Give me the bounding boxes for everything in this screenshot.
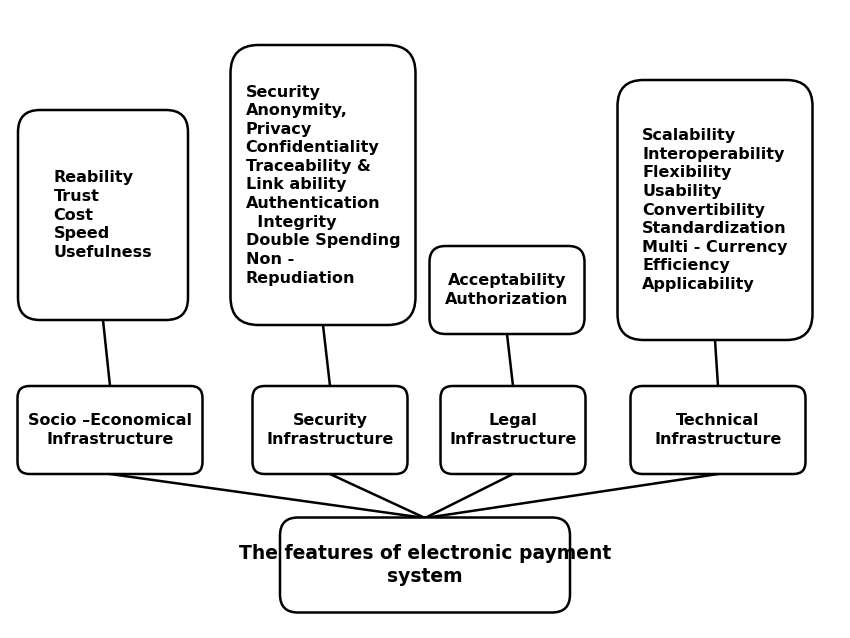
Text: Legal
Infrastructure: Legal Infrastructure: [450, 413, 576, 447]
Text: The features of electronic payment
system: The features of electronic payment syste…: [239, 544, 611, 586]
Text: Scalability
Interoperability
Flexibility
Usability
Convertibility
Standardizatio: Scalability Interoperability Flexibility…: [643, 128, 788, 292]
FancyBboxPatch shape: [617, 80, 813, 340]
FancyBboxPatch shape: [280, 517, 570, 612]
FancyBboxPatch shape: [440, 386, 586, 474]
FancyBboxPatch shape: [631, 386, 806, 474]
FancyBboxPatch shape: [252, 386, 407, 474]
FancyBboxPatch shape: [230, 45, 416, 325]
Text: Socio –Economical
Infrastructure: Socio –Economical Infrastructure: [28, 413, 192, 447]
FancyBboxPatch shape: [429, 246, 585, 334]
Text: Acceptability
Authorization: Acceptability Authorization: [445, 273, 569, 307]
Text: Technical
Infrastructure: Technical Infrastructure: [654, 413, 782, 447]
Text: Security
Infrastructure: Security Infrastructure: [266, 413, 394, 447]
Text: Reability
Trust
Cost
Speed
Usefulness: Reability Trust Cost Speed Usefulness: [54, 170, 152, 260]
FancyBboxPatch shape: [18, 386, 202, 474]
Text: Security
Anonymity,
Privacy
Confidentiality
Traceability &
Link ability
Authenti: Security Anonymity, Privacy Confidential…: [246, 84, 400, 285]
FancyBboxPatch shape: [18, 110, 188, 320]
